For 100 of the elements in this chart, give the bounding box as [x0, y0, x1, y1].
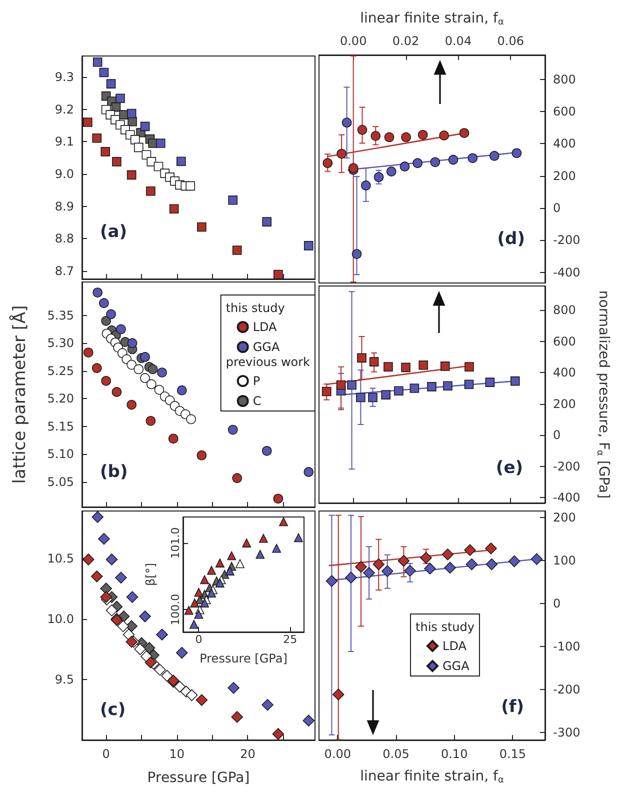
point	[156, 628, 168, 640]
point	[427, 382, 436, 392]
y-tick-label: 600	[553, 334, 576, 348]
y-tick-label: 5.15	[47, 419, 74, 434]
point	[116, 324, 126, 334]
point	[140, 373, 150, 384]
y-axis-title: normalized pressure, Fα [GPa]	[594, 290, 612, 499]
point	[486, 558, 498, 570]
point	[194, 610, 204, 619]
point	[184, 606, 194, 615]
y-tick-label: 8.9	[54, 199, 74, 214]
annotation: (d)	[497, 229, 525, 249]
point	[322, 386, 332, 396]
point	[156, 138, 166, 148]
point	[332, 688, 344, 700]
y-tick-label: 5.35	[47, 308, 74, 322]
x-tick-label: 0.15	[499, 747, 526, 761]
point	[272, 728, 284, 740]
x-tick-label: 0.10	[440, 747, 468, 761]
point	[134, 643, 146, 656]
x-tick-label: 0.05	[382, 747, 410, 761]
point	[262, 446, 272, 456]
x-axis-title: Pressure [GPa]	[200, 651, 288, 666]
point	[368, 392, 378, 402]
point	[128, 116, 137, 126]
y-tick-label: 0	[553, 201, 561, 216]
point	[176, 385, 187, 396]
y-tick-label: 9.2	[54, 102, 74, 116]
point	[258, 534, 268, 543]
point	[168, 434, 178, 444]
point	[130, 135, 140, 144]
point	[381, 390, 391, 400]
y-tick-label: 200	[553, 168, 576, 183]
point	[101, 316, 111, 326]
point	[197, 222, 206, 232]
point	[459, 128, 470, 138]
legend-label: GGA	[252, 340, 280, 354]
point	[370, 131, 381, 141]
point	[401, 132, 411, 142]
point	[100, 591, 112, 603]
point	[190, 620, 198, 629]
point	[92, 57, 102, 67]
point	[99, 68, 109, 78]
legend-label: C	[252, 394, 262, 408]
point	[112, 157, 122, 166]
point	[273, 494, 284, 504]
point	[101, 376, 111, 386]
point	[302, 714, 315, 727]
point	[106, 604, 118, 616]
y-tick-label: 100.0	[169, 594, 182, 626]
point	[186, 414, 196, 424]
y-tick-label: 0	[553, 596, 561, 610]
y-tick-label: 600	[553, 104, 576, 118]
annotation: (f)	[501, 697, 524, 717]
point	[464, 544, 476, 556]
legend-title: this study	[416, 620, 475, 634]
x-tick-label: 0.06	[497, 34, 524, 48]
point	[144, 656, 157, 668]
point	[386, 166, 396, 176]
legend-label: LDA	[442, 639, 468, 653]
point	[148, 364, 158, 374]
point	[412, 158, 422, 168]
x-tick-label: 25	[283, 633, 298, 646]
x-tick-label: 0	[102, 747, 110, 761]
annotation: previous work	[226, 355, 310, 369]
point	[127, 338, 138, 348]
point	[420, 552, 432, 564]
point	[200, 575, 210, 584]
point	[355, 560, 367, 573]
legend-title: this study	[226, 301, 285, 315]
annotation: (c)	[100, 700, 126, 720]
point	[448, 154, 458, 165]
y-tick-label: 10.5	[47, 551, 74, 566]
point	[262, 698, 274, 711]
point	[369, 357, 379, 366]
point	[200, 598, 210, 608]
point	[146, 416, 156, 426]
y-tick-label: 8.8	[54, 232, 74, 246]
point	[186, 689, 198, 702]
point	[352, 249, 362, 259]
y-tick-label: -200	[553, 459, 580, 474]
point	[347, 380, 356, 390]
point	[232, 473, 242, 484]
point	[439, 130, 449, 140]
point	[304, 467, 314, 477]
point	[294, 533, 303, 542]
point	[140, 352, 150, 362]
point	[116, 94, 125, 103]
point	[336, 380, 346, 390]
point	[490, 150, 500, 161]
point	[176, 156, 186, 166]
annotation: (e)	[496, 458, 523, 478]
y-tick-label: 5.25	[47, 364, 74, 378]
point	[146, 379, 156, 390]
point	[356, 392, 366, 402]
point	[304, 241, 314, 250]
point	[228, 195, 238, 205]
point	[146, 186, 156, 196]
y-tick-label: 9.5	[54, 672, 74, 686]
y-tick-label: 200	[553, 510, 576, 524]
